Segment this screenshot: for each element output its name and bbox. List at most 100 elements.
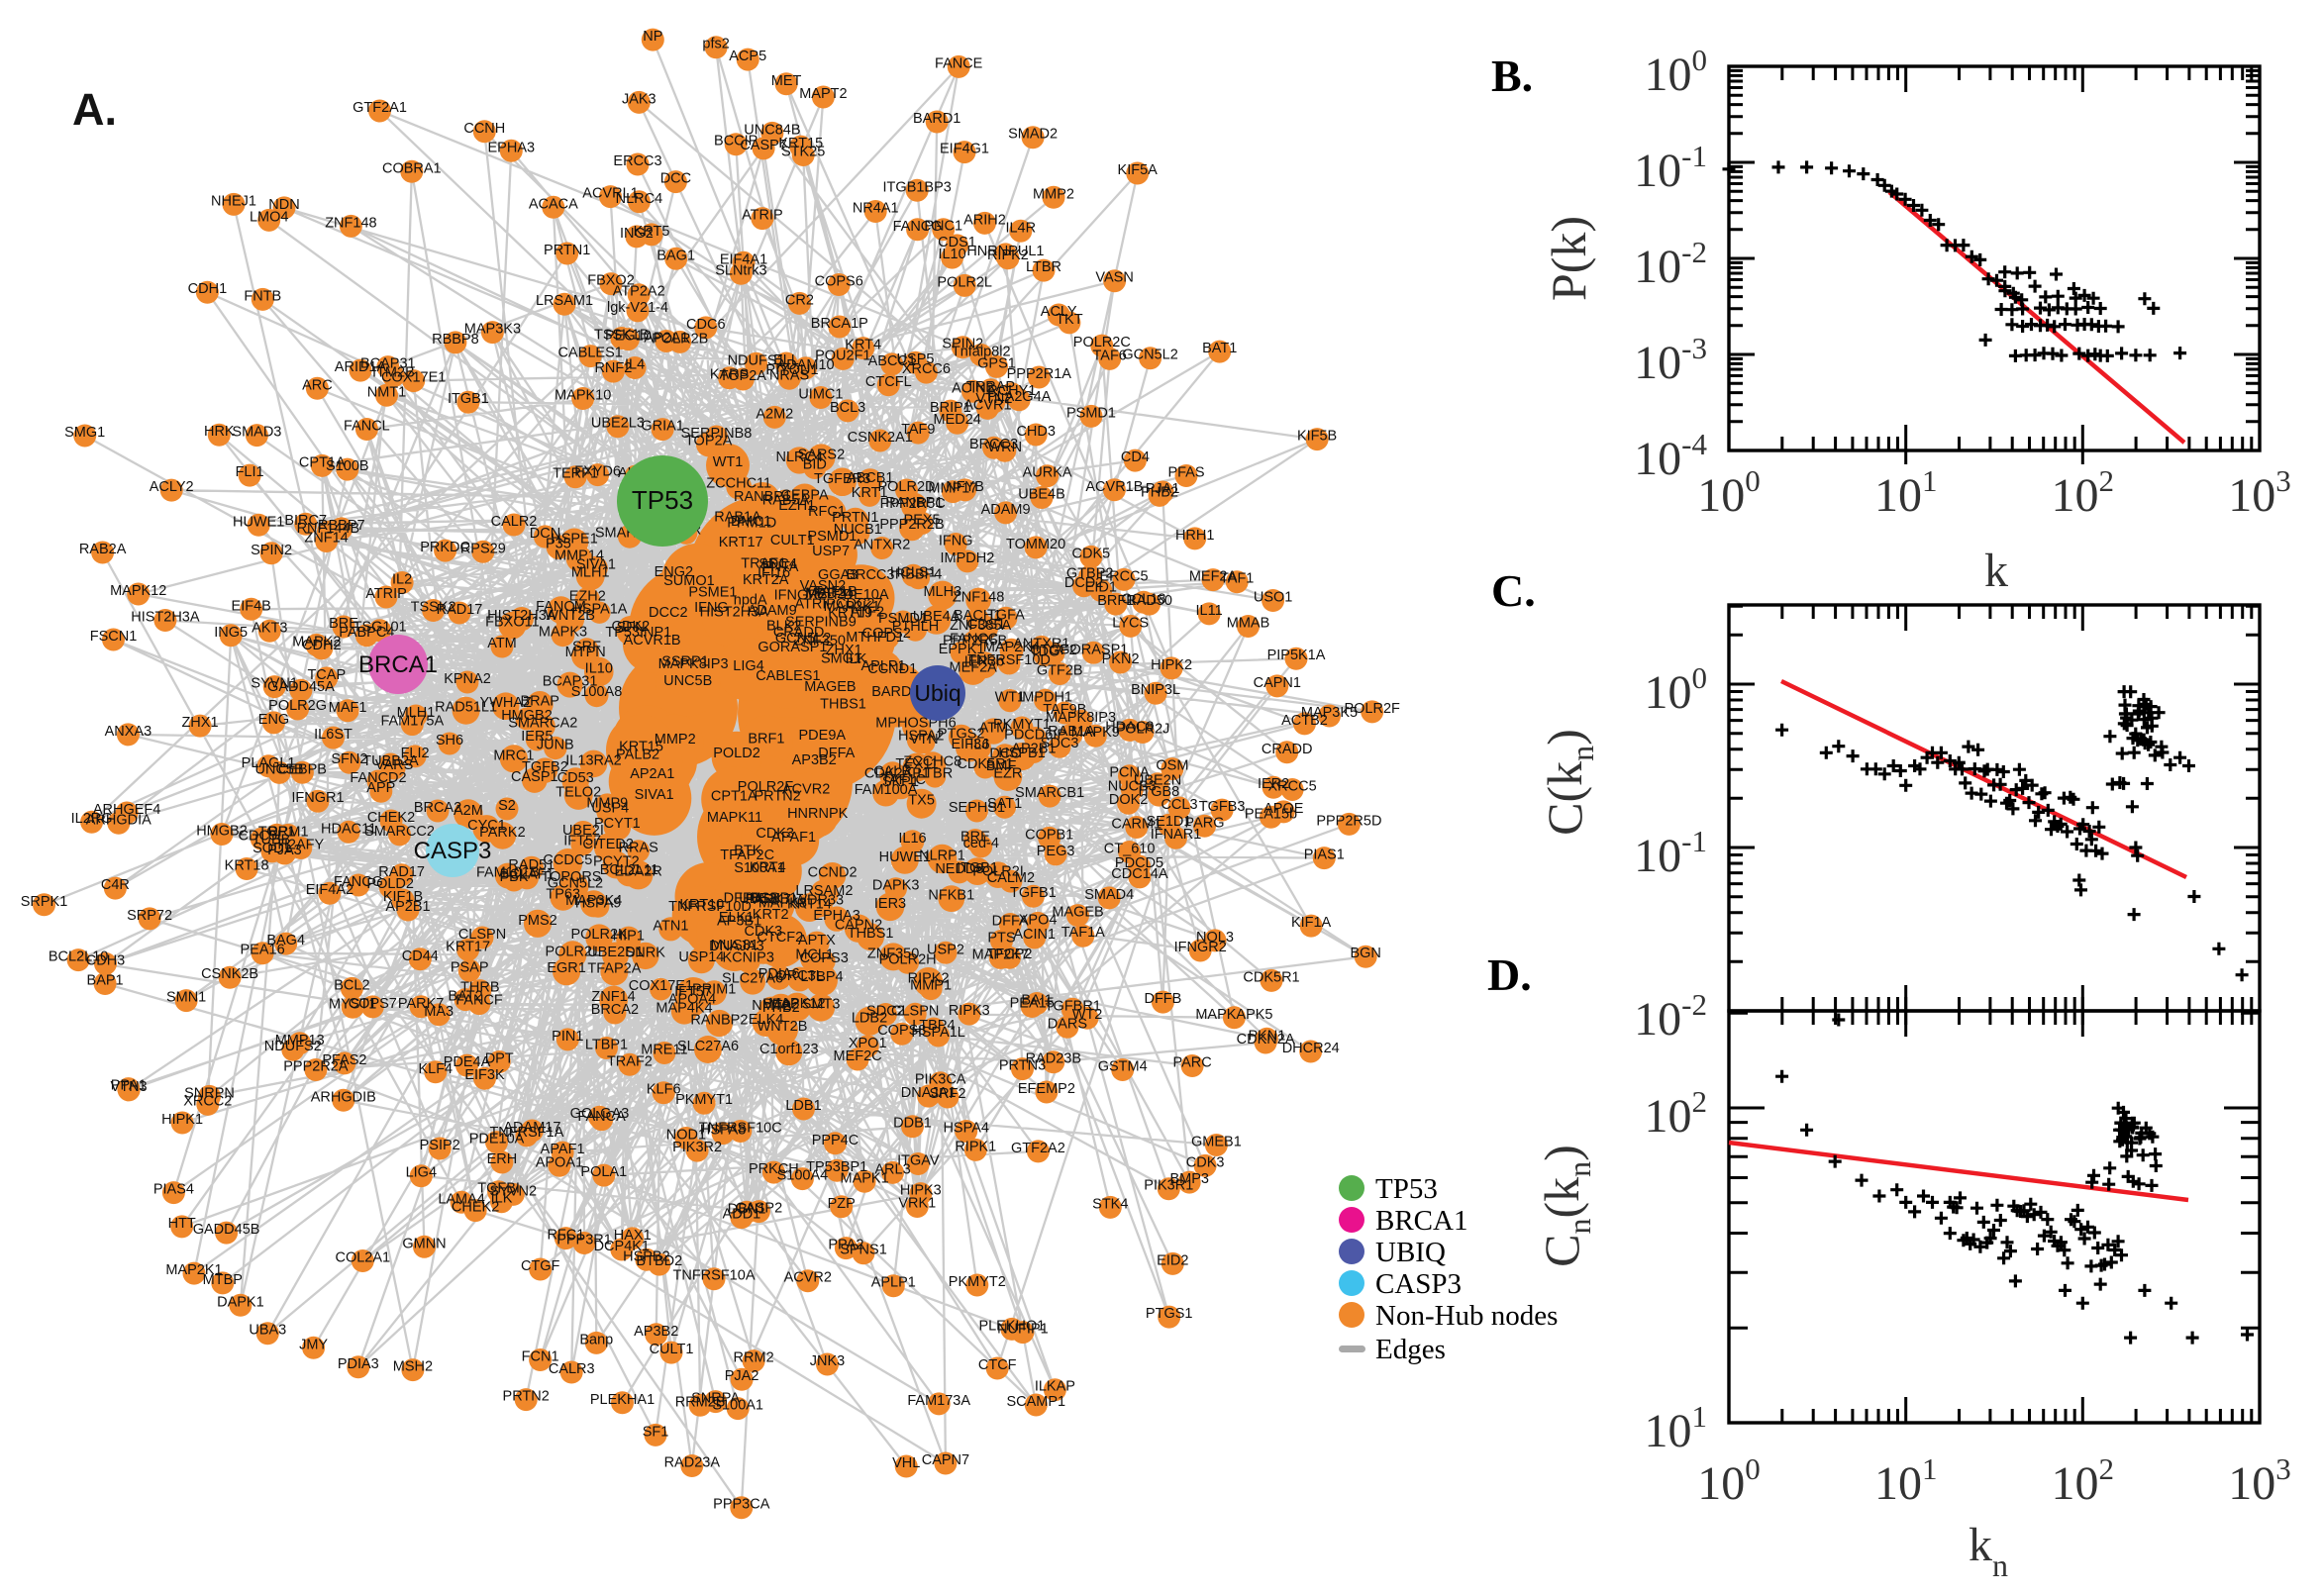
svg-text:POLR2L: POLR2L bbox=[545, 944, 600, 959]
svg-text:MMP2: MMP2 bbox=[655, 732, 696, 748]
svg-text:CSNK2A1: CSNK2A1 bbox=[848, 430, 913, 446]
svg-text:HSPA9: HSPA9 bbox=[575, 895, 621, 911]
svg-text:CCNH: CCNH bbox=[463, 121, 505, 137]
svg-text:BTBD2: BTBD2 bbox=[636, 1253, 682, 1269]
svg-text:101: 101 bbox=[1874, 463, 1938, 522]
svg-text:LIG4: LIG4 bbox=[406, 1165, 437, 1181]
svg-text:XRCC6: XRCC6 bbox=[902, 361, 951, 377]
svg-text:EIF3J: EIF3J bbox=[951, 737, 988, 752]
svg-text:ACP5: ACP5 bbox=[729, 49, 766, 64]
svg-text:PLEKHO1: PLEKHO1 bbox=[978, 1318, 1045, 1334]
svg-text:ZNF385A: ZNF385A bbox=[950, 618, 1011, 634]
svg-text:MAP3K4: MAP3K4 bbox=[565, 893, 622, 909]
svg-text:ARIH2: ARIH2 bbox=[963, 212, 1006, 228]
svg-text:ATM: ATM bbox=[487, 636, 517, 651]
svg-text:USP4: USP4 bbox=[591, 800, 629, 816]
svg-text:SLC27A6: SLC27A6 bbox=[677, 1039, 739, 1054]
svg-text:CD53: CD53 bbox=[557, 770, 594, 786]
svg-text:IL6: IL6 bbox=[969, 737, 989, 752]
svg-text:CDC5L: CDC5L bbox=[239, 828, 286, 844]
svg-text:POLR2D: POLR2D bbox=[877, 479, 935, 495]
svg-text:ZHX1: ZHX1 bbox=[181, 715, 218, 731]
svg-text:HIST2H3A: HIST2H3A bbox=[487, 608, 556, 624]
svg-text:VTN: VTN bbox=[910, 732, 939, 748]
svg-text:RRM2B: RRM2B bbox=[675, 1394, 726, 1410]
svg-text:NFYB: NFYB bbox=[946, 479, 984, 495]
svg-text:UIMC1: UIMC1 bbox=[798, 387, 843, 403]
svg-text:TGFB3: TGFB3 bbox=[1199, 799, 1246, 815]
svg-text:PMS2: PMS2 bbox=[518, 913, 557, 929]
svg-text:BRIP1: BRIP1 bbox=[930, 400, 971, 416]
svg-text:KLF4: KLF4 bbox=[418, 1061, 453, 1077]
svg-text:PPM1D: PPM1D bbox=[727, 516, 776, 532]
svg-text:UNC5B: UNC5B bbox=[663, 673, 712, 689]
svg-text:S100A1: S100A1 bbox=[734, 860, 785, 876]
svg-text:PDIA3: PDIA3 bbox=[338, 1356, 379, 1372]
svg-text:EID1: EID1 bbox=[1085, 579, 1117, 595]
svg-text:EPHA3: EPHA3 bbox=[813, 908, 860, 924]
svg-text:Non-Hub nodes: Non-Hub nodes bbox=[1375, 1300, 1558, 1332]
svg-text:UBE2I: UBE2I bbox=[562, 823, 604, 839]
svg-text:ATN1: ATN1 bbox=[653, 918, 688, 934]
svg-text:HIPK2: HIPK2 bbox=[1151, 657, 1192, 673]
svg-text:ATRIP: ATRIP bbox=[742, 208, 783, 224]
svg-text:HSPA8: HSPA8 bbox=[700, 1123, 746, 1139]
svg-text:ZCCHC11: ZCCHC11 bbox=[706, 476, 771, 492]
svg-text:KRT2: KRT2 bbox=[753, 907, 789, 923]
svg-text:TGFB1: TGFB1 bbox=[1010, 885, 1057, 901]
svg-text:MMP17: MMP17 bbox=[928, 481, 977, 497]
svg-text:HSPA1L: HSPA1L bbox=[911, 1025, 965, 1041]
svg-text:RNF2: RNF2 bbox=[594, 360, 632, 376]
svg-text:UBE4A: UBE4A bbox=[913, 609, 960, 625]
svg-text:KRT15: KRT15 bbox=[619, 739, 663, 754]
svg-text:AP3B2: AP3B2 bbox=[634, 1324, 678, 1340]
svg-text:PDE9A: PDE9A bbox=[799, 728, 847, 744]
svg-text:RANBP1: RANBP1 bbox=[734, 489, 791, 505]
svg-text:HSPE1: HSPE1 bbox=[551, 532, 598, 548]
svg-text:PSME1: PSME1 bbox=[688, 585, 737, 601]
svg-text:NOD1: NOD1 bbox=[666, 1128, 706, 1144]
svg-text:ADAM9: ADAM9 bbox=[981, 502, 1031, 518]
svg-text:SRP72: SRP72 bbox=[127, 908, 172, 924]
svg-text:PRIM1: PRIM1 bbox=[692, 982, 736, 998]
svg-text:KLF6: KLF6 bbox=[647, 1082, 681, 1098]
svg-text:lgk-V21-4: lgk-V21-4 bbox=[607, 300, 668, 316]
svg-text:KPNA2: KPNA2 bbox=[444, 671, 491, 687]
svg-text:JNK3: JNK3 bbox=[810, 1353, 845, 1369]
svg-text:BGN: BGN bbox=[1350, 946, 1380, 961]
svg-text:DCC: DCC bbox=[660, 171, 691, 187]
svg-text:BRF1: BRF1 bbox=[1097, 593, 1134, 609]
svg-text:RAD17: RAD17 bbox=[437, 602, 483, 618]
svg-text:DDB1: DDB1 bbox=[893, 1116, 932, 1132]
svg-text:MA3: MA3 bbox=[424, 1004, 454, 1020]
svg-text:CDC27: CDC27 bbox=[836, 596, 883, 612]
svg-text:AP2B1: AP2B1 bbox=[385, 899, 430, 915]
svg-text:CHD3: CHD3 bbox=[1016, 424, 1055, 440]
svg-text:PEG3: PEG3 bbox=[1037, 844, 1075, 859]
svg-text:ANTXR2: ANTXR2 bbox=[854, 538, 910, 553]
svg-text:ARHGEF4: ARHGEF4 bbox=[93, 802, 161, 818]
svg-text:PIAS4: PIAS4 bbox=[153, 1182, 194, 1198]
svg-text:MMP9: MMP9 bbox=[586, 795, 628, 811]
svg-text:EIF4B: EIF4B bbox=[232, 598, 271, 614]
svg-text:PRKCH: PRKCH bbox=[749, 1161, 799, 1177]
svg-text:PTGS1: PTGS1 bbox=[1146, 1306, 1193, 1322]
svg-text:TGFBI: TGFBI bbox=[477, 1181, 520, 1197]
svg-text:LMO4: LMO4 bbox=[250, 209, 289, 225]
svg-text:ATM: ATM bbox=[979, 721, 1009, 737]
svg-text:SE1D1: SE1D1 bbox=[1147, 814, 1192, 830]
svg-text:ACVR2: ACVR2 bbox=[784, 1270, 832, 1286]
svg-text:PSMD1: PSMD1 bbox=[807, 529, 857, 545]
svg-text:APAF1: APAF1 bbox=[541, 1142, 585, 1157]
svg-text:PSIP2: PSIP2 bbox=[420, 1138, 460, 1153]
svg-text:TEX11: TEX11 bbox=[895, 756, 938, 772]
svg-text:103: 103 bbox=[2228, 463, 2291, 522]
svg-text:HSPA2: HSPA2 bbox=[898, 728, 944, 744]
svg-text:IFT57: IFT57 bbox=[674, 984, 712, 1000]
svg-text:PSAP: PSAP bbox=[451, 959, 489, 975]
svg-text:SPIN2: SPIN2 bbox=[942, 337, 983, 352]
svg-text:CITED2: CITED2 bbox=[582, 837, 634, 852]
svg-text:C1orf123: C1orf123 bbox=[759, 1042, 819, 1057]
svg-text:DPT: DPT bbox=[485, 1051, 514, 1067]
svg-text:FNTB: FNTB bbox=[244, 288, 281, 304]
